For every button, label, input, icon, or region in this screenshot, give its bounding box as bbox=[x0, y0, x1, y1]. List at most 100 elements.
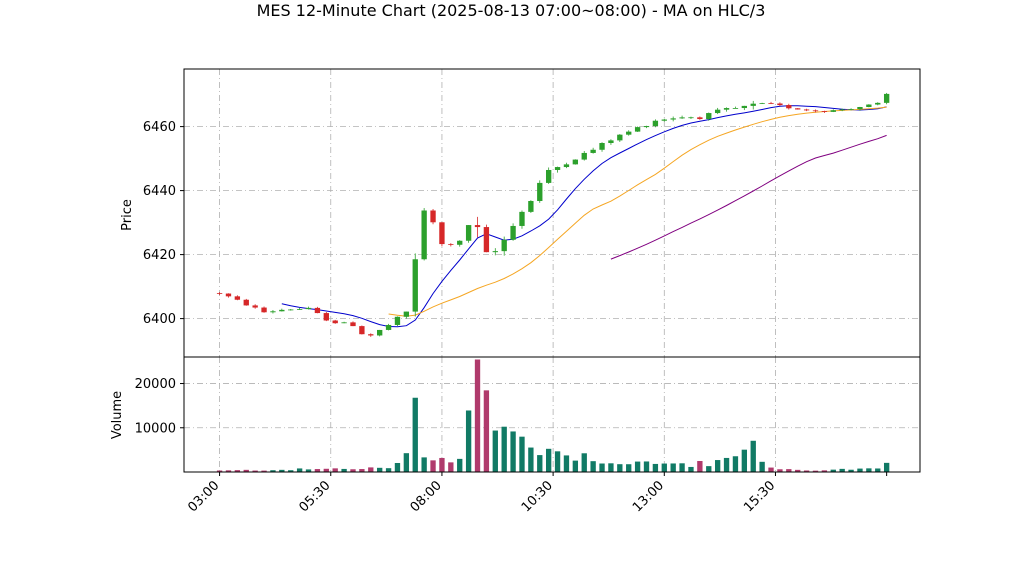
candle-body bbox=[697, 117, 703, 120]
volume-bar bbox=[661, 463, 667, 472]
volume-bar bbox=[288, 470, 294, 472]
x-tick-label: 15:30 bbox=[741, 478, 778, 515]
x-tick-label: 10:30 bbox=[519, 478, 556, 515]
candle-body bbox=[377, 329, 383, 336]
volume-bar bbox=[786, 469, 792, 472]
volume-bar bbox=[412, 397, 418, 472]
candle-body bbox=[296, 309, 303, 310]
candle-body bbox=[590, 149, 596, 153]
volume-bar bbox=[359, 469, 365, 472]
candle-body bbox=[368, 334, 374, 336]
candle-body bbox=[812, 110, 819, 112]
price-candles bbox=[216, 92, 890, 337]
candle-body bbox=[643, 126, 650, 128]
candle-body bbox=[430, 210, 436, 223]
candle-body bbox=[626, 131, 632, 135]
candle-body bbox=[421, 210, 427, 260]
volume-bar bbox=[848, 469, 854, 472]
candle-body bbox=[225, 293, 232, 297]
volume-bar bbox=[314, 469, 321, 472]
volume-bar bbox=[679, 463, 685, 472]
volume-bar bbox=[545, 448, 552, 472]
candle-body bbox=[714, 109, 721, 114]
candle-body bbox=[759, 103, 765, 105]
volume-bar bbox=[501, 426, 507, 472]
candle-body bbox=[706, 113, 712, 120]
volume-bar bbox=[688, 466, 694, 472]
candle-body bbox=[572, 159, 579, 165]
volume-bar bbox=[519, 436, 525, 472]
volume-bar bbox=[448, 462, 454, 472]
volume-bar bbox=[350, 469, 356, 472]
volume-bar bbox=[670, 463, 676, 472]
volume-tick-label: 20000 bbox=[135, 377, 176, 392]
volume-bar bbox=[279, 469, 285, 472]
volume-bar bbox=[866, 468, 872, 472]
x-axis-ticks: 03:00 05:30 08:00 10:30 13:00 15:30 bbox=[185, 472, 888, 515]
volume-bar bbox=[421, 457, 427, 472]
volume-bar bbox=[777, 469, 783, 472]
candle-body bbox=[483, 227, 490, 253]
candle-body bbox=[448, 244, 454, 245]
candle-body bbox=[786, 105, 792, 109]
candle-body bbox=[341, 322, 347, 324]
candle-body bbox=[768, 103, 774, 105]
volume-bar bbox=[626, 464, 632, 472]
candle-body bbox=[510, 225, 516, 240]
volume-grid bbox=[184, 357, 920, 472]
volume-bar bbox=[875, 468, 881, 472]
volume-bar bbox=[465, 410, 472, 472]
volume-bar bbox=[608, 463, 614, 472]
chart-title: MES 12-Minute Chart (2025-08-13 07:00~08… bbox=[257, 1, 766, 20]
price-panel-frame bbox=[183, 68, 921, 358]
price-axis-label: Price bbox=[120, 199, 135, 231]
volume-bar bbox=[732, 456, 739, 472]
candle-body bbox=[795, 108, 801, 110]
volume-bar bbox=[225, 470, 232, 472]
volume-bar bbox=[341, 468, 347, 472]
moving-average-line bbox=[281, 105, 887, 328]
candle-body bbox=[848, 109, 854, 110]
volume-bar bbox=[474, 359, 481, 472]
candle-body bbox=[501, 239, 507, 252]
price-tick-label: 6460 bbox=[143, 120, 176, 135]
volume-bar bbox=[652, 463, 659, 472]
candle-body bbox=[305, 307, 312, 310]
candle-body bbox=[608, 140, 614, 144]
candle-body bbox=[359, 326, 365, 335]
candle-body bbox=[883, 93, 890, 103]
volume-axis-label: Volume bbox=[110, 391, 125, 439]
candle-body bbox=[332, 320, 338, 324]
candle-body bbox=[457, 240, 463, 245]
volume-bar bbox=[821, 470, 828, 472]
volume-bar bbox=[599, 463, 605, 472]
volume-bar bbox=[581, 453, 587, 472]
volume-bar bbox=[714, 460, 721, 472]
price-grid bbox=[184, 69, 920, 357]
volume-bar bbox=[332, 468, 338, 472]
volume-bar bbox=[492, 430, 498, 472]
volume-bar bbox=[750, 440, 756, 472]
candle-body bbox=[803, 109, 810, 111]
candle-body bbox=[537, 182, 543, 202]
volume-bar bbox=[883, 462, 890, 472]
volume-bar bbox=[252, 470, 258, 472]
candle-body bbox=[545, 169, 552, 183]
candle-body bbox=[243, 299, 249, 306]
x-tick-label: 13:00 bbox=[630, 478, 667, 515]
candle-body bbox=[279, 309, 285, 312]
candle-body bbox=[270, 311, 276, 313]
volume-bar bbox=[830, 469, 836, 472]
volume-bar bbox=[439, 457, 445, 472]
volume-bar bbox=[243, 469, 249, 472]
candle-body bbox=[839, 109, 845, 111]
candle-body bbox=[314, 307, 321, 314]
volume-bar bbox=[697, 461, 703, 472]
candle-body bbox=[394, 316, 401, 325]
volume-panel-frame bbox=[183, 356, 921, 473]
x-tick-label: 03:00 bbox=[185, 478, 222, 515]
volume-bar bbox=[216, 470, 223, 472]
moving-average-line bbox=[388, 106, 887, 317]
candle-body bbox=[554, 167, 561, 170]
volume-bar bbox=[590, 461, 596, 472]
